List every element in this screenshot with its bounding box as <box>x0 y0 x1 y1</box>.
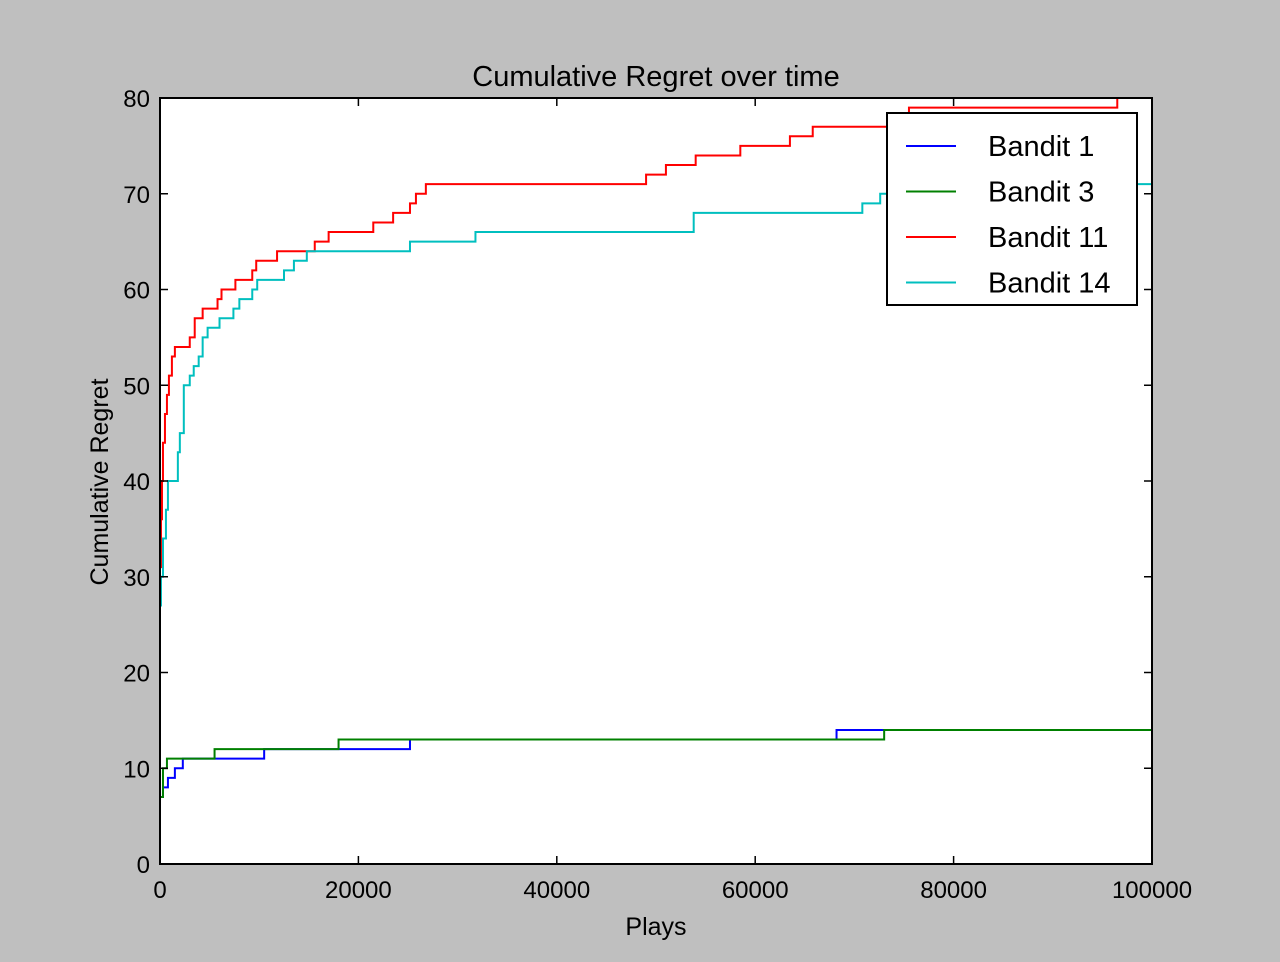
series-line-bandit-14 <box>160 174 1152 607</box>
y-tick-label: 10 <box>123 756 150 783</box>
series-line-bandit-3 <box>160 728 1152 798</box>
x-tick-label: 80000 <box>920 877 987 904</box>
x-tick-label: 100000 <box>1112 877 1192 904</box>
y-tick-label: 60 <box>123 278 150 305</box>
ticks-group: 0 20000 40000 60000 80000 100000 0 10 20 30 40 50 60… <box>123 86 1192 904</box>
y-tick-label: 20 <box>123 661 150 688</box>
y-tick-label: 70 <box>123 182 150 209</box>
x-tick-label: 20000 <box>325 877 392 904</box>
y-tick-label: 0 <box>137 852 150 879</box>
y-tick-label: 30 <box>123 565 150 592</box>
legend-entry: Bandit 11 <box>988 222 1108 254</box>
x-axis-label: Plays <box>625 913 686 941</box>
legend-entry: Bandit 3 <box>988 177 1094 209</box>
x-tick-label: 40000 <box>523 877 590 904</box>
legend: Bandit 1 Bandit 3 Bandit 11 Bandit 14 <box>886 112 1138 306</box>
x-tick-label: 60000 <box>722 877 789 904</box>
y-tick-label: 80 <box>123 86 150 113</box>
series-group <box>160 98 1152 798</box>
y-axis-label: Cumulative Regret <box>86 378 114 585</box>
legend-entry: Bandit 1 <box>988 131 1094 163</box>
series-line-bandit-11 <box>160 98 1152 569</box>
chart-title: Cumulative Regret over time <box>472 61 839 93</box>
x-tick-label: 0 <box>153 877 166 904</box>
legend-entry: Bandit 14 <box>988 268 1111 300</box>
y-tick-label: 50 <box>123 373 150 400</box>
y-tick-label: 40 <box>123 469 150 496</box>
